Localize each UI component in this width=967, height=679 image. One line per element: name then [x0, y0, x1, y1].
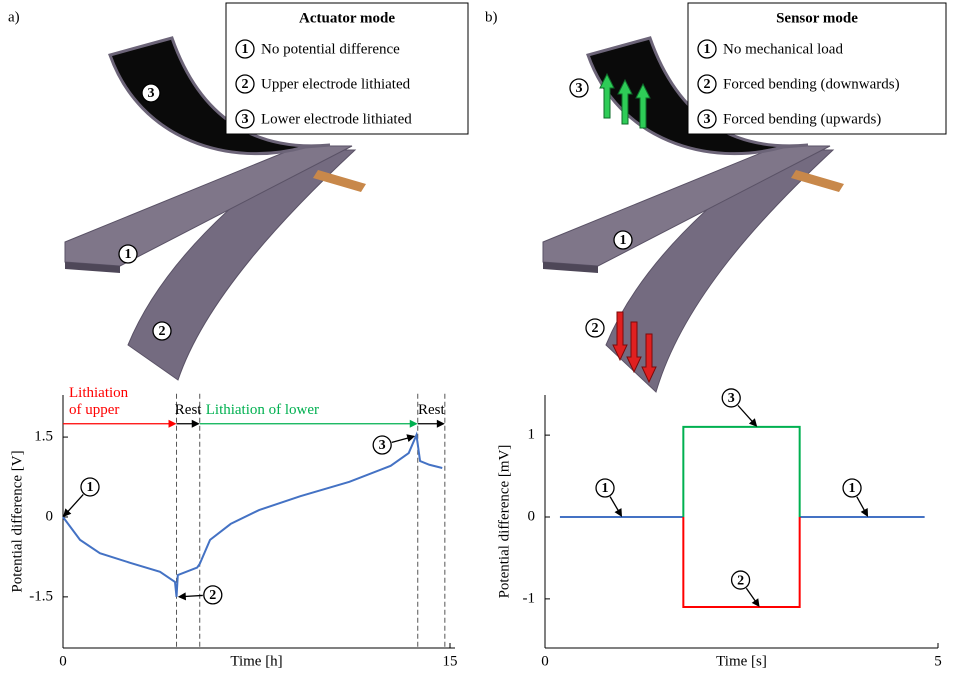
annotation-marker: 1 — [87, 480, 94, 495]
y-axis-label: Potential difference [mV] — [496, 445, 512, 599]
annotation-arrow — [737, 404, 754, 423]
y-tick-label: 1 — [528, 427, 536, 443]
annotation-marker-circle — [721, 388, 741, 408]
x-axis-label: Time [h] — [230, 653, 282, 669]
phase-label: Lithiation — [69, 385, 129, 401]
y-tick-label: -1 — [523, 590, 536, 606]
mode-item-number: 2 — [242, 77, 249, 92]
mode-box — [225, 2, 469, 135]
mode-item-number-circle — [697, 74, 717, 94]
mode-item-number-circle — [697, 109, 717, 129]
annotation-marker-circle — [80, 477, 100, 497]
annotation-marker: 2 — [209, 588, 216, 603]
annotation-arrow-head — [860, 508, 869, 517]
mode-item-number-circle — [235, 74, 255, 94]
annotation-arrow-head — [406, 434, 416, 442]
annotation-arrow-head — [63, 508, 72, 517]
panel-label: b) — [485, 9, 498, 25]
annotation-marker-circle — [595, 478, 615, 498]
phase-arrow-head — [409, 419, 418, 428]
illustration-marker-circle — [118, 244, 138, 264]
y-tick-label: -1.5 — [29, 588, 53, 604]
annotation-arrow — [745, 587, 757, 603]
mode-box — [687, 2, 947, 135]
mode-item-text: Upper electrode lithiated — [261, 76, 411, 92]
phase-arrow-head — [191, 419, 200, 428]
annotation-arrow — [391, 437, 410, 444]
annotation-marker-circle — [730, 570, 751, 590]
y-tick-label: 0 — [46, 508, 54, 524]
phase-label: Lithiation of lower — [206, 402, 319, 418]
annotation-marker-circle — [372, 435, 392, 455]
illustration-marker-circle — [585, 318, 605, 338]
annotation-arrow-head — [614, 508, 623, 517]
annotation-marker: 3 — [379, 438, 386, 453]
phase-arrow-head — [168, 419, 177, 428]
phase-label: Rest — [175, 402, 203, 418]
force-arrows-up — [599, 72, 651, 129]
illustration-marker-circle — [569, 78, 589, 98]
x-axis-label: Time [s] — [716, 653, 767, 669]
illustration-marker: 2 — [592, 321, 599, 336]
annotation-marker-circle — [203, 585, 223, 605]
data-line — [682, 425, 801, 517]
mode-item-text: Lower electrode lithiated — [261, 111, 412, 127]
illustration-marker: 3 — [576, 81, 583, 96]
mode-item-text: Forced bending (upwards) — [723, 111, 881, 127]
actuator-illustration — [64, 36, 366, 381]
mode-item-text: No potential difference — [261, 41, 400, 57]
annotation-marker: 2 — [737, 573, 744, 588]
mode-title: Sensor mode — [776, 10, 858, 26]
phase-arrow-head — [436, 419, 445, 428]
annotation-arrow — [184, 594, 203, 598]
illustration-marker: 3 — [148, 86, 155, 101]
illustration-marker: 2 — [159, 324, 166, 339]
annotation-arrow — [66, 493, 84, 513]
mode-item-number: 3 — [704, 112, 711, 127]
illustration-marker-circle — [152, 321, 172, 341]
annotation-arrow — [609, 496, 620, 512]
annotation-arrow-head — [177, 592, 187, 601]
y-tick-label: 0 — [528, 508, 536, 524]
data-line — [62, 431, 443, 597]
x-tick-label: 5 — [934, 653, 942, 669]
mode-title: Actuator mode — [299, 10, 395, 26]
y-axis-label: Potential difference [V] — [9, 450, 25, 592]
annotation-arrow-head — [748, 418, 758, 427]
force-arrows-down — [612, 311, 657, 384]
annotation-arrow-head — [751, 598, 760, 608]
illustration-marker-circle — [141, 83, 161, 103]
mode-item-number: 1 — [704, 42, 711, 57]
annotation-marker: 1 — [602, 481, 609, 496]
mode-item-number-circle — [697, 39, 717, 59]
mode-item-number-circle — [235, 39, 255, 59]
mode-item-number-circle — [235, 109, 255, 129]
x-tick-label: 0 — [541, 653, 549, 669]
mode-item-number: 1 — [242, 42, 249, 57]
mode-item-number: 2 — [704, 77, 711, 92]
annotation-marker-circle — [842, 478, 862, 498]
illustration-marker-circle — [613, 230, 633, 250]
x-tick-label: 15 — [443, 653, 458, 669]
mode-item-text: No mechanical load — [723, 41, 843, 57]
illustration-marker: 1 — [125, 247, 132, 262]
illustration-marker: 1 — [620, 233, 627, 248]
y-tick-label: 1.5 — [34, 429, 53, 445]
phase-label: of upper — [69, 402, 119, 418]
annotation-marker: 1 — [849, 481, 856, 496]
panel-label: a) — [8, 9, 20, 25]
annotation-marker: 3 — [728, 391, 735, 406]
mode-item-number: 3 — [242, 112, 249, 127]
mode-item-text: Forced bending (downwards) — [723, 76, 900, 92]
annotation-arrow — [856, 496, 866, 512]
data-line — [682, 516, 801, 609]
phase-label: Rest — [418, 402, 446, 418]
x-tick-label: 0 — [59, 653, 67, 669]
